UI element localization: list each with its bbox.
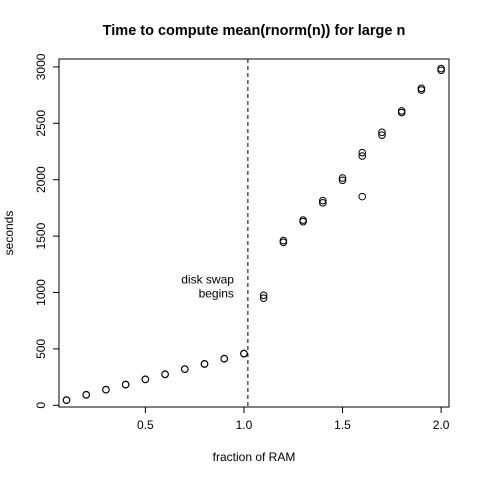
x-tick-label: 1.0 [236, 418, 253, 432]
y-axis-label: seconds [2, 211, 16, 256]
annotation-line-2: begins [199, 286, 234, 300]
y-tick-label: 1000 [34, 279, 48, 306]
x-tick-label: 2.0 [433, 418, 450, 432]
x-tick-label: 0.5 [137, 418, 154, 432]
y-tick-label: 2500 [34, 110, 48, 137]
annotation-line-1: disk swap [181, 272, 234, 286]
chart-title: Time to compute mean(rnorm(n)) for large… [103, 23, 406, 39]
y-tick-label: 500 [34, 339, 48, 359]
x-tick-label: 1.5 [334, 418, 351, 432]
y-tick-label: 0 [34, 402, 48, 409]
y-tick-label: 3000 [34, 53, 48, 80]
x-axis-label: fraction of RAM [213, 450, 296, 464]
y-tick-label: 1500 [34, 222, 48, 249]
y-tick-label: 2000 [34, 166, 48, 193]
